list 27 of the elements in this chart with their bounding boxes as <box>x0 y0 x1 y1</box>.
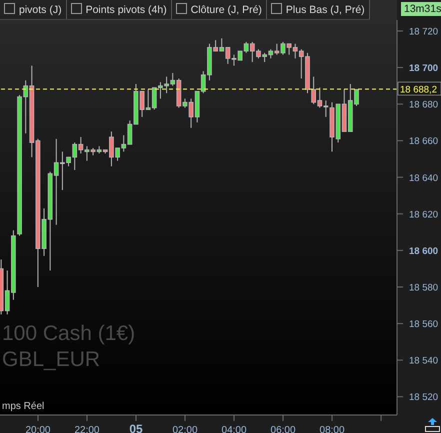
y-tick-label: 18 600 <box>409 246 438 257</box>
text: pivots (J) <box>0 0 67 19</box>
text: Plus Bas (J, Pré) <box>266 0 370 19</box>
x-tick-label: 05 <box>129 422 144 433</box>
annotation: mps Réel <box>2 401 44 412</box>
text: 13m31s <box>401 2 441 16</box>
x-tick-label: 22:00 <box>74 425 100 433</box>
y-tick-label: 18 580 <box>409 282 438 294</box>
y-tick-label: 18 680 <box>409 100 438 111</box>
x-tick-label: 04:00 <box>222 425 247 433</box>
y-tick-label: 18 660 <box>409 136 438 148</box>
y-tick-label: 18 640 <box>409 172 438 184</box>
annotation: GBL_EUR <box>2 348 100 372</box>
x-tick-label: 20:00 <box>25 425 51 433</box>
y-tick-label: 18 520 <box>409 392 438 404</box>
y-tick-label: 18 700 <box>409 63 438 74</box>
y-tick-label: 18 560 <box>409 319 438 330</box>
y-tick-label: 18 720 <box>409 26 438 38</box>
annotation: 100 Cash (1€) <box>2 322 136 346</box>
y-tick-label: 18 620 <box>409 209 438 220</box>
x-tick-label: 08:00 <box>320 425 346 433</box>
x-tick-label: 02:00 <box>172 425 198 433</box>
y-tick-label: 18 540 <box>409 356 438 367</box>
text: Points pivots (4h) <box>66 0 172 19</box>
x-tick-label: 06:00 <box>270 425 296 433</box>
ref-line-label: 18 688,2 <box>400 84 437 96</box>
text: Clôture (J, Pré) <box>172 0 267 19</box>
